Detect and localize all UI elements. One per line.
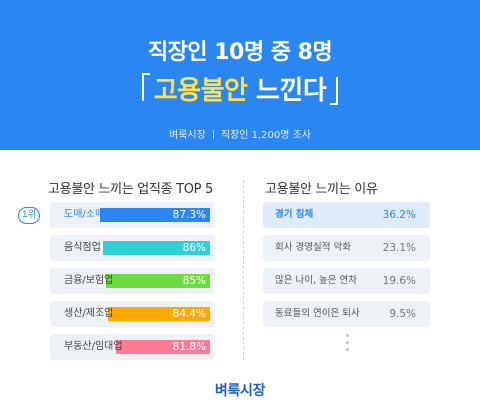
reason-value: 9.5% [389,308,416,320]
source-detail: 직장인 1,200명 조사 [220,130,311,141]
industry-value: 86% [182,242,206,254]
industry-label: 생산/제조업 [64,308,114,319]
industry-bar [108,307,210,321]
industry-value: 87.3% [172,209,206,221]
industry-row: 음식점업 86% [50,235,215,261]
left-chart-title: 고용불안 느끼는 업직종 TOP 5 [48,182,214,197]
reason-row: 회사 경영실적 악화 23.1% [263,235,430,261]
industry-value: 81.8% [172,341,206,353]
reason-row: 동료들의 연이은 퇴사 9.5% [263,301,430,327]
reason-value: 36.2% [382,209,416,221]
reason-row: 많은 나이, 높은 연차 19.6% [263,268,430,294]
headline-rest: 느낀다 [247,76,327,106]
reason-row: 경기 침체 36.2% [263,202,430,228]
reason-value: 23.1% [382,242,416,254]
headline-highlight: 고용불안 [153,76,248,106]
industry-label: 부동산/임대업 [64,341,123,352]
industry-bar [103,241,210,255]
source-separator [212,130,214,139]
reason-label: 경기 침체 [275,209,314,220]
source-name: 벼룩시장 [169,130,206,141]
section-divider [243,180,244,360]
industry-value: 85% [182,275,206,287]
industry-row: 생산/제조업 84.4% [50,301,215,327]
header-banner: 직장인 10명 중 8명 고용불안 느낀다 벼룩시장 직장인 1,200명 조사 [0,0,480,150]
headline: 직장인 10명 중 8명 [147,40,333,65]
industry-bar [106,274,210,288]
close-bracket-icon [330,77,339,105]
reason-label: 회사 경영실적 악화 [275,242,351,253]
industry-label: 음식점업 [64,242,101,253]
industry-value: 84.4% [172,308,206,320]
industry-bar [100,208,210,222]
source-line: 벼룩시장 직장인 1,200명 조사 [0,126,480,141]
open-bracket-icon [141,73,150,101]
reason-value: 19.6% [382,275,416,287]
right-list-title: 고용불안 느끼는 이유 [265,182,378,197]
brand-logo: 벼룩시장 [214,383,266,399]
headline-emphasis: 고용불안 느낀다 [0,70,480,107]
industry-label: 도매/소매업 [64,209,114,220]
industry-bar [116,340,210,354]
reason-label: 많은 나이, 높은 연차 [275,275,357,286]
industry-label: 금융/보험업 [64,275,114,286]
reason-label: 동료들의 연이은 퇴사 [275,308,360,319]
industry-row: 도매/소매업 87.3% [50,202,215,228]
industry-row: 부동산/임대업 81.8% [50,334,215,360]
rank-badge: 1위 [18,207,40,224]
industry-row: 금융/보험업 85% [50,268,215,294]
more-dots-icon [346,334,350,355]
